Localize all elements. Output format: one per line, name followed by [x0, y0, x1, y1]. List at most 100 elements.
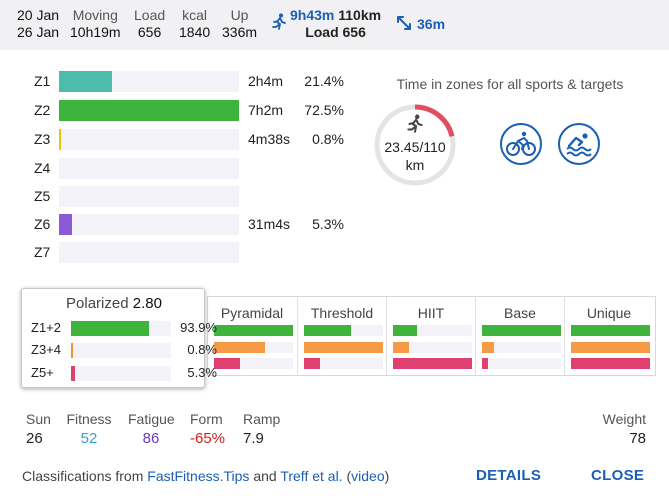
- zone-bar-track: [59, 71, 239, 92]
- kcal-stat: kcal 1840: [179, 7, 210, 41]
- video-link[interactable]: video: [351, 468, 385, 484]
- classification-bar-track: [482, 325, 561, 336]
- classification-hiit[interactable]: HIIT: [386, 297, 474, 375]
- classification-unique[interactable]: Unique: [564, 297, 652, 375]
- classification-bar: [214, 325, 293, 336]
- classification-bar-track: [304, 325, 383, 336]
- classification-bar-track: [304, 342, 383, 353]
- polarized-row-label: Z3+4: [31, 342, 61, 357]
- zone-percent: 0.8%: [312, 131, 344, 147]
- zone-time: 7h2m: [248, 102, 284, 118]
- classification-bar-track: [214, 358, 293, 369]
- date-range: 20 Jan 26 Jan: [17, 7, 59, 41]
- paren-close: ): [384, 468, 390, 484]
- classification-bar: [482, 325, 561, 336]
- polarized-value: 2.80: [132, 295, 162, 312]
- fitness-stat: Fitness 52: [66, 410, 112, 448]
- treff-link[interactable]: Treff et al.: [280, 468, 343, 484]
- zone-bar-fill: [59, 129, 61, 150]
- classification-threshold[interactable]: Threshold: [297, 297, 385, 375]
- zone-time: 31m4s: [248, 216, 291, 232]
- classification-bar: [571, 342, 650, 353]
- zone-percent: 72.5%: [304, 102, 344, 118]
- classification-base[interactable]: Base: [475, 297, 563, 375]
- classification-bar-track: [571, 358, 650, 369]
- classification-name: Threshold: [310, 305, 374, 321]
- classification-name: Base: [504, 305, 536, 321]
- gauge-value: 23.45/110: [384, 139, 446, 155]
- polarized-title: Polarized 2.80: [22, 295, 206, 312]
- gauge-text: 23.45/110 km: [373, 138, 457, 174]
- classification-bar-track: [571, 342, 650, 353]
- kcal-label: kcal: [182, 7, 208, 23]
- polarized-row-label: Z5+: [31, 365, 54, 380]
- classification-bar: [304, 325, 351, 336]
- zone-bar-track: [59, 214, 239, 235]
- distance-gauge: [374, 104, 456, 186]
- up-label: Up: [230, 7, 249, 23]
- ramp-stat: Ramp 7.9: [243, 410, 280, 448]
- zone-label: Z6: [34, 216, 51, 232]
- fatigue-value: 86: [142, 430, 160, 447]
- polarized-bar-track: [71, 343, 171, 358]
- run-summary[interactable]: 9h43m 110km Load 656: [290, 7, 381, 41]
- time-in-zones-title: Time in zones for all sports & targets: [396, 76, 624, 92]
- classification-bar: [482, 342, 494, 353]
- classification-bar-track: [214, 342, 293, 353]
- classification-name: Pyramidal: [220, 305, 284, 321]
- close-button[interactable]: CLOSE: [591, 467, 645, 484]
- polarized-row: Z5+ 5.3%: [22, 364, 217, 382]
- fitness-label: Fitness: [66, 411, 112, 427]
- bike-button[interactable]: [500, 123, 542, 165]
- classification-pyramidal[interactable]: Pyramidal: [208, 297, 296, 375]
- zone-bar-track: [59, 186, 239, 207]
- classification-bar: [571, 358, 650, 369]
- run-icon: [272, 13, 286, 30]
- summary-header: 20 Jan 26 Jan Moving 10h19m Load 656 kca…: [0, 0, 669, 48]
- run-load: Load 656: [305, 24, 366, 40]
- form-value: -65%: [190, 430, 226, 447]
- swim-button[interactable]: [558, 123, 600, 165]
- classification-bar: [304, 358, 320, 369]
- gauge-unit: km: [405, 157, 425, 173]
- date-to: 26 Jan: [17, 24, 60, 40]
- run-distance: 110km: [338, 7, 382, 23]
- weight-stat: Weight 78: [590, 410, 646, 448]
- polarized-row-percent: 0.8%: [187, 342, 217, 357]
- bike-icon: [506, 131, 536, 156]
- weight-label: Weight: [602, 411, 646, 427]
- polarized-bar-track: [71, 366, 171, 381]
- moving-stat: Moving 10h19m: [70, 7, 121, 41]
- classification-bar: [304, 342, 383, 353]
- zone-bar-track: [59, 100, 239, 121]
- polarized-row-percent: 93.9%: [180, 320, 217, 335]
- date-from: 20 Jan: [17, 7, 60, 23]
- classification-bar: [482, 358, 488, 369]
- zone-label: Z7: [34, 244, 51, 260]
- classification-bar-track: [393, 325, 472, 336]
- polarized-bar-fill: [71, 343, 73, 358]
- run-time: 9h43m: [290, 7, 335, 23]
- moving-label: Moving: [72, 7, 118, 23]
- weight-value: 78: [629, 430, 646, 447]
- load-value: 656: [137, 24, 162, 40]
- distance-icon-value[interactable]: 36m: [417, 16, 446, 32]
- fatigue-stat: Fatigue 86: [128, 410, 175, 448]
- form-stat: Form -65%: [190, 410, 225, 448]
- zones-card: Z1 2h4m 21.4% Z2 7h2m 72.5% Z3 4m38s 0.8% Z4 Z5 Z6 3…: [0, 50, 669, 500]
- classification-bar-track: [214, 325, 293, 336]
- details-button[interactable]: DETAILS: [476, 467, 542, 484]
- classification-bar-track: [393, 358, 472, 369]
- fastfitness-link[interactable]: FastFitness.Tips: [147, 468, 250, 484]
- classification-bar: [393, 325, 417, 336]
- form-label: Form: [190, 411, 223, 427]
- classification-bar: [393, 342, 409, 353]
- gauge-progress: [374, 104, 456, 186]
- classification-bar: [393, 358, 472, 369]
- sun-value: 26: [26, 430, 43, 447]
- moving-value: 10h19m: [70, 24, 121, 40]
- zone-percent: 5.3%: [312, 216, 344, 232]
- kcal-value: 1840: [179, 24, 211, 40]
- sun-label: Sun: [26, 411, 51, 427]
- classification-name: HIIT: [417, 305, 445, 321]
